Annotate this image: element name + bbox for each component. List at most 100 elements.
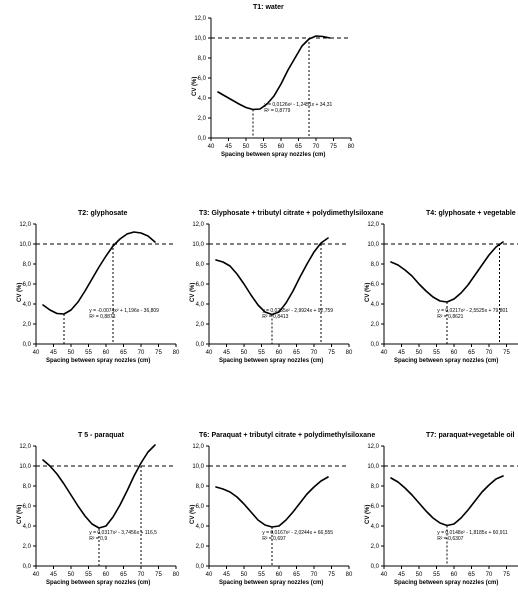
svg-text:70: 70 — [486, 350, 493, 356]
svg-text:4,0: 4,0 — [23, 302, 32, 308]
svg-text:50: 50 — [241, 572, 248, 578]
svg-text:40: 40 — [381, 350, 388, 356]
svg-text:6,0: 6,0 — [198, 76, 207, 82]
svg-text:70: 70 — [138, 572, 145, 578]
svg-text:45: 45 — [398, 350, 405, 356]
x-axis-label: Spacing between spray nozzles (cm) — [219, 358, 323, 364]
svg-text:75: 75 — [155, 350, 162, 356]
svg-text:60: 60 — [276, 350, 283, 356]
svg-text:40: 40 — [208, 144, 215, 150]
svg-text:2,0: 2,0 — [198, 116, 207, 122]
svg-text:75: 75 — [328, 350, 335, 356]
svg-text:8,0: 8,0 — [196, 262, 205, 268]
svg-text:40: 40 — [381, 572, 388, 578]
svg-text:0,0: 0,0 — [198, 136, 207, 142]
svg-text:55: 55 — [258, 572, 265, 578]
panel-t2: T2: glyphosate CV (%) 0,02,04,06,08,010,… — [10, 210, 182, 368]
chart-svg: 0,02,04,06,08,010,012,040455055606570758… — [183, 210, 355, 368]
svg-text:6,0: 6,0 — [371, 504, 380, 510]
svg-text:4,0: 4,0 — [196, 524, 205, 530]
panel-t7: T7: paraquat+vegetable oil CV (%) 0,02,0… — [358, 432, 518, 590]
svg-text:12,0: 12,0 — [19, 222, 31, 228]
panel-t1: T1: water CV (%) 0,02,04,06,08,010,012,0… — [185, 4, 357, 162]
svg-text:6,0: 6,0 — [371, 282, 380, 288]
x-axis-label: Spacing between spray nozzles (cm) — [46, 358, 150, 364]
equation-text: y = -0.0074x² + 1,196x - 36,809R² = 0,88… — [89, 308, 159, 320]
equation-text: y = 0,0126x² - 1,2451x + 34,31R² = 0,877… — [264, 102, 332, 114]
svg-text:12,0: 12,0 — [367, 444, 379, 450]
svg-text:10,0: 10,0 — [194, 36, 206, 42]
svg-text:55: 55 — [260, 144, 267, 150]
svg-text:70: 70 — [311, 572, 318, 578]
svg-text:10,0: 10,0 — [19, 242, 31, 248]
equation-text: y = 0,0217x² - 2,5525x + 79,801R² = 0,86… — [437, 308, 508, 320]
svg-text:8,0: 8,0 — [23, 262, 32, 268]
svg-text:12,0: 12,0 — [192, 444, 204, 450]
svg-text:75: 75 — [155, 572, 162, 578]
svg-text:0,0: 0,0 — [371, 342, 380, 348]
svg-text:50: 50 — [416, 572, 423, 578]
svg-text:10,0: 10,0 — [192, 464, 204, 470]
svg-text:8,0: 8,0 — [23, 484, 32, 490]
x-axis-label: Spacing between spray nozzles (cm) — [221, 152, 325, 158]
svg-text:0,0: 0,0 — [371, 564, 380, 570]
svg-text:55: 55 — [85, 350, 92, 356]
svg-text:65: 65 — [120, 572, 127, 578]
svg-text:40: 40 — [206, 350, 213, 356]
x-axis-label: Spacing between spray nozzles (cm) — [219, 580, 323, 586]
svg-text:10,0: 10,0 — [367, 242, 379, 248]
svg-text:0,0: 0,0 — [23, 564, 32, 570]
svg-text:50: 50 — [68, 350, 75, 356]
equation-text: y = 0,0255x² - 2,9924x + 92,759R² = 0,84… — [262, 308, 333, 320]
svg-text:8,0: 8,0 — [371, 262, 380, 268]
svg-text:6,0: 6,0 — [23, 282, 32, 288]
svg-text:6,0: 6,0 — [196, 504, 205, 510]
svg-text:2,0: 2,0 — [371, 544, 380, 550]
svg-text:10,0: 10,0 — [19, 464, 31, 470]
equation-text: y = 0,0148x² - 1,8185x + 60,911R² = 0,63… — [437, 530, 508, 542]
svg-text:50: 50 — [416, 350, 423, 356]
svg-text:45: 45 — [50, 572, 57, 578]
panel-t6: T6: Paraquat + tributyl citrate + polydi… — [183, 432, 355, 590]
svg-text:65: 65 — [468, 572, 475, 578]
x-axis-label: Spacing between spray nozzles (cm) — [394, 580, 498, 586]
svg-text:70: 70 — [311, 350, 318, 356]
svg-text:75: 75 — [503, 572, 510, 578]
svg-text:45: 45 — [50, 350, 57, 356]
svg-text:65: 65 — [468, 350, 475, 356]
svg-text:60: 60 — [451, 350, 458, 356]
svg-text:55: 55 — [433, 572, 440, 578]
svg-text:65: 65 — [295, 144, 302, 150]
x-axis-label: Spacing between spray nozzles (cm) — [394, 358, 498, 364]
svg-text:12,0: 12,0 — [192, 222, 204, 228]
panel-t4: T4: glyphosate + vegetable oil CV (%) 0,… — [358, 210, 518, 368]
svg-text:8,0: 8,0 — [196, 484, 205, 490]
svg-text:80: 80 — [346, 350, 353, 356]
svg-text:4,0: 4,0 — [371, 524, 380, 530]
svg-text:0,0: 0,0 — [23, 342, 32, 348]
chart-svg: 0,02,04,06,08,010,012,040455055606570758… — [183, 432, 355, 590]
svg-text:65: 65 — [293, 572, 300, 578]
svg-text:80: 80 — [346, 572, 353, 578]
svg-text:0,0: 0,0 — [196, 564, 205, 570]
equation-text: y = 0,0317x² - 3,7456x + 116,5R² = 0,9 — [89, 530, 157, 542]
svg-text:60: 60 — [103, 350, 110, 356]
svg-text:60: 60 — [103, 572, 110, 578]
svg-text:60: 60 — [276, 572, 283, 578]
svg-text:2,0: 2,0 — [196, 544, 205, 550]
svg-text:4,0: 4,0 — [198, 96, 207, 102]
svg-text:2,0: 2,0 — [23, 544, 32, 550]
svg-text:70: 70 — [138, 350, 145, 356]
svg-text:45: 45 — [398, 572, 405, 578]
svg-text:50: 50 — [243, 144, 250, 150]
svg-text:2,0: 2,0 — [23, 322, 32, 328]
svg-text:75: 75 — [328, 572, 335, 578]
svg-text:45: 45 — [225, 144, 232, 150]
svg-text:55: 55 — [258, 350, 265, 356]
svg-text:4,0: 4,0 — [196, 302, 205, 308]
svg-text:2,0: 2,0 — [371, 322, 380, 328]
x-axis-label: Spacing between spray nozzles (cm) — [46, 580, 150, 586]
chart-svg: 0,02,04,06,08,010,012,040455055606570758… — [10, 432, 182, 590]
chart-svg: 0,02,04,06,08,010,012,040455055606570758… — [358, 210, 518, 368]
panel-t5: T 5 - paraquat CV (%) 0,02,04,06,08,010,… — [10, 432, 182, 590]
